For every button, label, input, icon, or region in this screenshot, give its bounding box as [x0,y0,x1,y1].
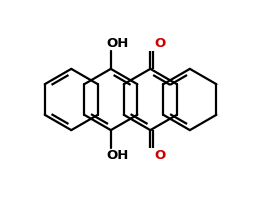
Text: O: O [155,37,166,50]
Text: O: O [155,149,166,162]
Text: OH: OH [107,149,129,162]
Text: OH: OH [107,37,129,50]
